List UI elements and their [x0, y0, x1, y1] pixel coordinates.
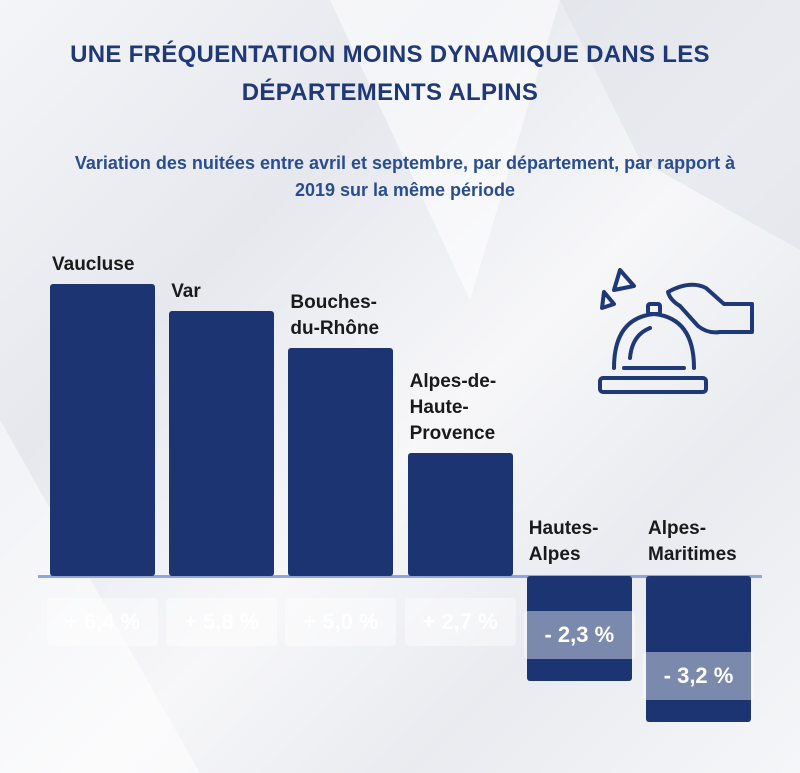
hand: [666, 282, 754, 335]
category-label: Vaucluse: [52, 254, 135, 275]
bell-shine: [628, 326, 652, 360]
bar: [169, 311, 275, 576]
bg-shape: [560, 0, 800, 250]
bg-shape: [330, 0, 560, 300]
category-label: Alpes-de-Haute-Provence: [409, 370, 497, 444]
value-label: + 2,7 %: [404, 598, 516, 646]
bar: [526, 576, 632, 681]
category-label: Bouches-du-Rhône: [290, 291, 380, 339]
value-label: + 6,4 %: [47, 598, 158, 646]
value-label: + 5,8 %: [166, 598, 278, 646]
category-label: Hautes-Alpes: [528, 518, 599, 565]
value-label: - 3,2 %: [643, 652, 754, 700]
bar: [407, 452, 513, 576]
bell-knob: [646, 302, 662, 316]
category-label: Var: [171, 281, 201, 303]
bell-dome: [612, 312, 696, 370]
value-label: - 2,3 %: [523, 610, 635, 659]
bar: [50, 284, 155, 576]
category-label: Alpes-Maritimes: [648, 518, 737, 565]
bell-icon: [598, 268, 754, 394]
baseline: [38, 574, 762, 578]
chart-title: UNE FRÉQUENTATION MOINS DYNAMIQUE DANS L…: [70, 41, 710, 106]
chart-subtitle: Variation des nuitées entre avril et sep…: [74, 153, 736, 200]
bar: [288, 347, 394, 576]
value-label: + 5,0 %: [285, 598, 397, 646]
bell-base: [598, 376, 708, 394]
bar: [646, 576, 751, 722]
ding-mark: [612, 268, 636, 292]
ding-mark: [600, 290, 616, 310]
